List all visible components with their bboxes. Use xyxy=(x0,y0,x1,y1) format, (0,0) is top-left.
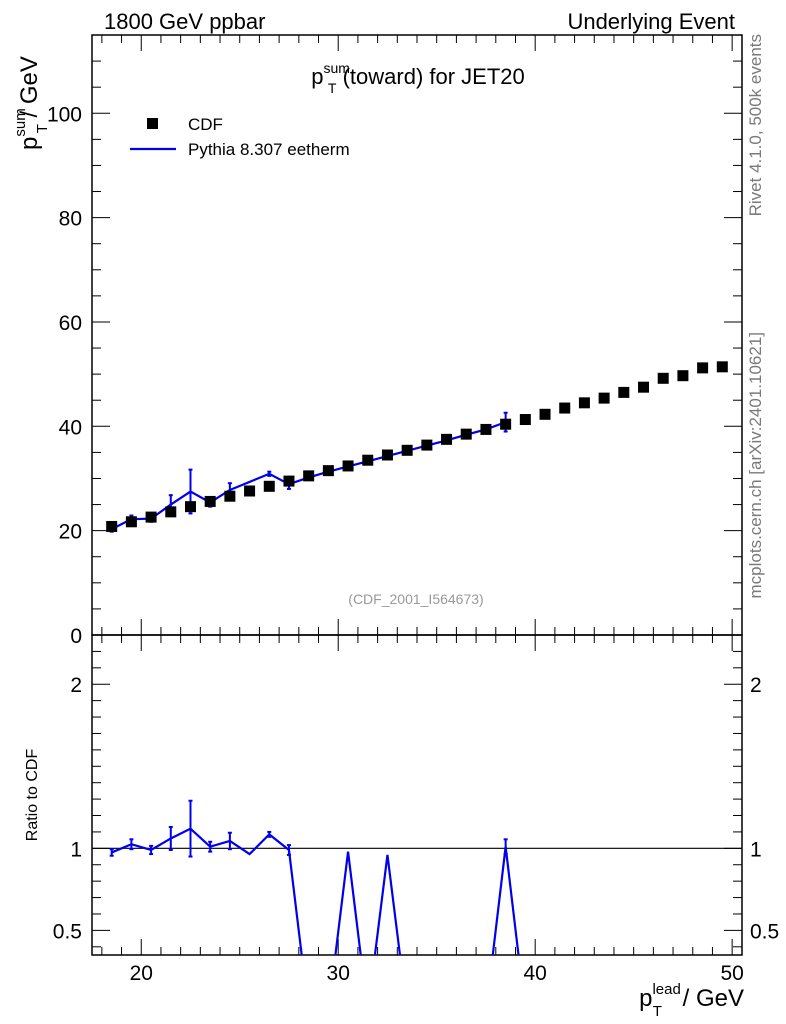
ratio-y-axis-label: Ratio to CDF xyxy=(24,749,41,842)
data-series-main xyxy=(106,361,728,532)
side-label-top: Rivet 4.1.0, 500k events xyxy=(746,34,765,216)
data-point xyxy=(539,408,551,420)
x-axis-label: plead T / GeV xyxy=(639,981,744,1020)
data-point xyxy=(638,381,650,393)
data-point xyxy=(578,397,590,409)
data-point xyxy=(657,372,669,384)
ratio-line xyxy=(111,827,520,955)
data-point xyxy=(125,516,137,528)
x-tick-label: 30 xyxy=(327,962,350,985)
ratio-y-tick-label-right: 1 xyxy=(750,838,762,861)
data-point xyxy=(145,511,157,523)
data-point xyxy=(342,460,354,472)
analysis-watermark: (CDF_2001_I564673) xyxy=(348,591,483,607)
main-title: psum T (toward) for JET20 xyxy=(311,60,525,96)
legend-marker-cdf xyxy=(147,118,158,129)
ratio-y-tick-label-right: 2 xyxy=(750,674,762,697)
ratio-y-tick-labels: 0.5 1 2 xyxy=(53,674,82,943)
data-point xyxy=(677,370,689,382)
x-tick-label: 20 xyxy=(130,962,153,985)
data-point xyxy=(697,362,709,374)
ratio-frame xyxy=(91,634,743,956)
data-point xyxy=(500,418,512,430)
x-tick-labels: 20 30 40 50 xyxy=(130,962,744,985)
ratio-y-tick-label: 1 xyxy=(70,838,82,861)
ratio-y-tick-label: 0.5 xyxy=(53,920,82,943)
ratio-y-tick-label: 2 xyxy=(70,674,82,697)
main-y-axis-label: psum T / GeV xyxy=(12,56,51,150)
data-point xyxy=(362,454,374,466)
data-point xyxy=(381,449,393,461)
main-y-tick-labels: 0 20 40 60 80 100 xyxy=(47,103,82,648)
data-point xyxy=(244,485,256,497)
data-point xyxy=(401,444,413,456)
data-point xyxy=(106,520,118,532)
data-point xyxy=(283,475,295,487)
legend-label-cdf: CDF xyxy=(188,115,223,134)
data-point xyxy=(460,428,472,440)
data-point xyxy=(263,480,275,492)
legend: CDF Pythia 8.307 eetherm xyxy=(130,115,350,159)
main-y-tick-label: 60 xyxy=(59,312,82,335)
main-y-tick-label: 80 xyxy=(59,208,82,231)
main-y-tick-label: 100 xyxy=(47,103,82,126)
legend-label-pythia: Pythia 8.307 eetherm xyxy=(188,140,350,159)
data-point xyxy=(184,501,196,513)
main-ticks xyxy=(92,35,742,636)
data-point xyxy=(480,423,492,435)
header-right: Underlying Event xyxy=(567,9,735,34)
data-point xyxy=(559,402,571,414)
main-y-tick-label: 40 xyxy=(59,416,82,439)
side-label-bottom: mcplots.cern.ch [arXiv:2401.10621] xyxy=(746,332,765,598)
x-tick-label: 40 xyxy=(524,962,547,985)
data-point xyxy=(441,433,453,445)
data-point xyxy=(204,495,216,507)
data-point xyxy=(421,439,433,451)
data-point xyxy=(224,490,236,502)
mc-series-ratio xyxy=(109,799,520,955)
data-point xyxy=(519,414,531,426)
data-point xyxy=(598,392,610,404)
main-y-tick-label: 0 xyxy=(70,625,82,648)
data-point xyxy=(618,386,630,398)
data-point xyxy=(716,361,728,373)
main-y-tick-label: 20 xyxy=(59,521,82,544)
main-panel: 0 20 40 60 80 100 psum T (toward) for JET20 ps… xyxy=(12,34,743,648)
ratio-y-tick-labels-right: 0.5 1 2 xyxy=(750,674,779,943)
data-point xyxy=(165,506,177,518)
data-point xyxy=(303,470,315,482)
data-point xyxy=(322,465,334,477)
x-tick-label: 50 xyxy=(720,962,743,985)
header-left: 1800 GeV ppbar xyxy=(104,9,265,34)
ratio-panel: 0.5 1 2 0.5 1 2 20 30 40 50 Ratio to CDF plead T… xyxy=(24,634,779,1020)
ratio-y-tick-label-right: 0.5 xyxy=(750,920,779,943)
ratio-ticks xyxy=(92,635,742,955)
